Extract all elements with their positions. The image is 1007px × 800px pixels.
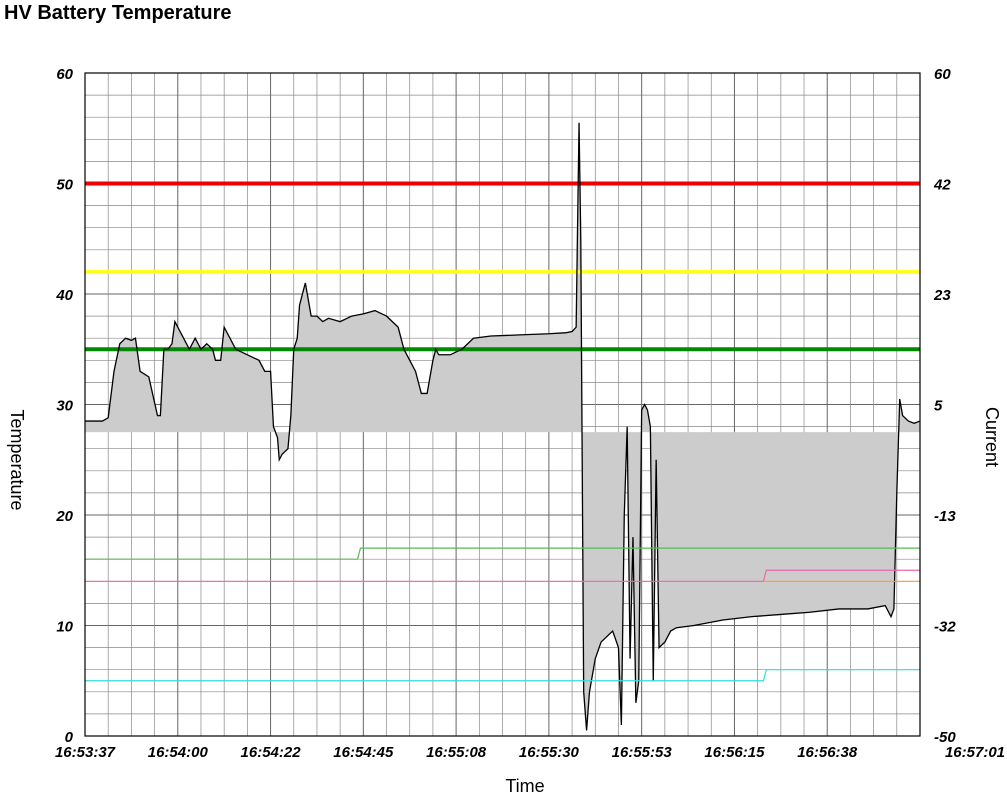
- y2-tick-label: -50: [934, 729, 956, 746]
- plot-border: [84, 72, 921, 737]
- y2-tick-label: 23: [933, 287, 951, 304]
- y-axis-ticks: 0 10 20 30 40 50 60: [55, 66, 73, 746]
- y-tick-label: 30: [56, 398, 73, 415]
- y-tick-label: 50: [56, 177, 73, 194]
- temperature-line: [85, 122, 921, 731]
- x-axis-ticks: 16:53:37 16:54:00 16:54:22 16:54:45 16:55:08…: [55, 744, 1005, 761]
- x-tick-label: 16:56:15: [704, 744, 765, 761]
- series-lines: [85, 122, 921, 731]
- x-tick-label: 16:55:53: [612, 744, 673, 761]
- x-tick-label: 16:55:30: [519, 744, 580, 761]
- series-green-line: [85, 547, 920, 560]
- x-tick-label: 16:55:08: [426, 744, 487, 761]
- y-tick-label: 20: [55, 508, 73, 525]
- series-fill-area: [85, 122, 920, 731]
- x-tick-label: 16:54:45: [333, 744, 394, 761]
- y2-axis-label: Current: [982, 407, 1002, 467]
- x-tick-label: 16:54:22: [241, 744, 302, 761]
- y-tick-label: 60: [56, 66, 73, 83]
- x-tick-label: 16:57:01: [945, 744, 1005, 761]
- y2-tick-label: 60: [934, 66, 951, 83]
- y2-tick-label: 42: [933, 177, 951, 194]
- y2-tick-label: -32: [934, 619, 956, 636]
- x-tick-label: 16:56:38: [797, 744, 858, 761]
- x-tick-label: 16:53:37: [55, 744, 116, 761]
- y-axis-label: Temperature: [7, 409, 27, 510]
- y-tick-label: 10: [56, 619, 73, 636]
- y2-tick-label: -13: [934, 508, 956, 525]
- y2-axis-ticks: -50 -32 -13 5 23 42 60: [933, 66, 956, 746]
- x-tick-label: 16:54:00: [148, 744, 209, 761]
- threshold-lines: [85, 181, 920, 352]
- y-tick-label: 40: [55, 287, 73, 304]
- y2-tick-label: 5: [934, 398, 943, 415]
- series-pink-line: [85, 569, 920, 582]
- temperature-fill: [85, 122, 920, 731]
- y-tick-label: 0: [65, 729, 74, 746]
- chart-title: HV Battery Temperature: [4, 2, 232, 24]
- plot-frame: [84, 72, 921, 737]
- series-cyan-line: [85, 669, 920, 682]
- x-axis-label: Time: [505, 776, 544, 796]
